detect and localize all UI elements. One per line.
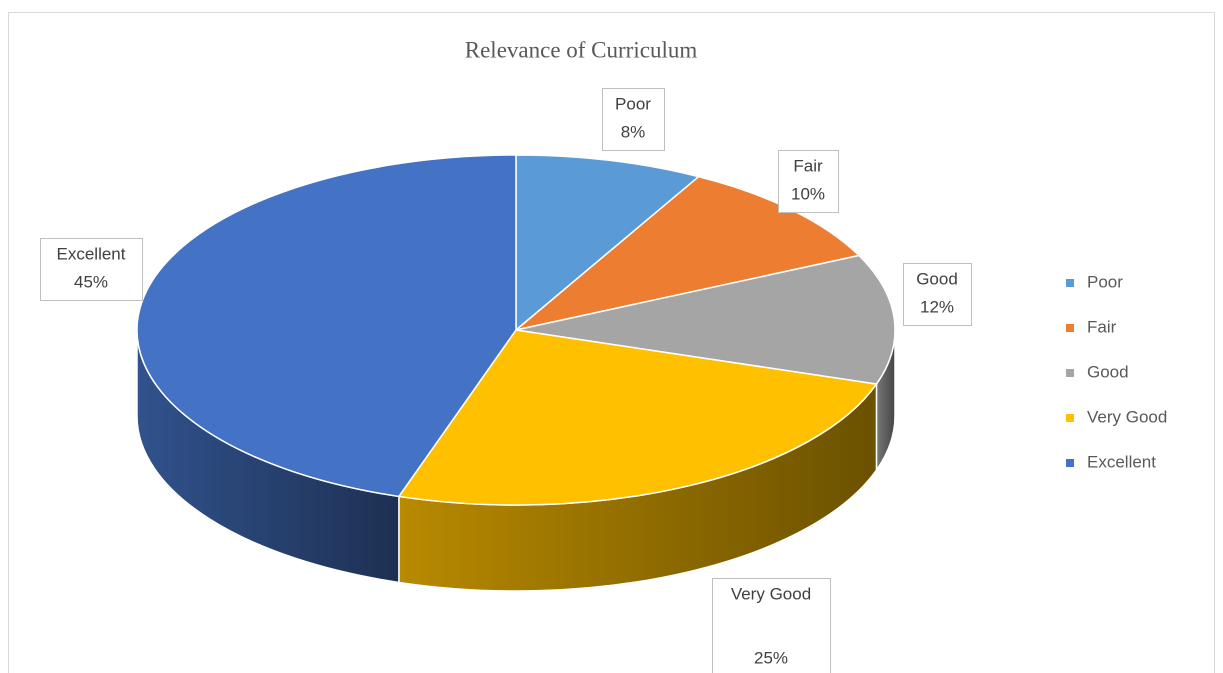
data-label-category: Very Good xyxy=(731,584,811,603)
data-label-value: 12% xyxy=(920,297,954,316)
legend-label: Very Good xyxy=(1087,407,1167,426)
slice xyxy=(397,329,878,506)
legend-label: Good xyxy=(1087,362,1129,381)
legend-swatch xyxy=(1066,414,1074,422)
chart-title: Relevance of Curriculum xyxy=(465,37,698,62)
data-label-value: 8% xyxy=(621,122,646,141)
slice xyxy=(136,154,517,498)
slice xyxy=(515,154,701,332)
legend-label: Excellent xyxy=(1087,452,1156,471)
legend-swatch xyxy=(1066,369,1074,377)
slice xyxy=(515,254,896,385)
data-label-box xyxy=(602,88,665,151)
legend-swatch xyxy=(1066,324,1074,332)
data-label-category: Fair xyxy=(793,156,823,175)
data-label-category: Good xyxy=(916,269,958,288)
data-label-value: 10% xyxy=(791,184,825,203)
data-label-box xyxy=(903,263,972,326)
legend-swatch xyxy=(1066,459,1074,467)
data-label-category: Excellent xyxy=(57,244,126,263)
data-label-category: Poor xyxy=(615,94,651,113)
data-label-value: 25% xyxy=(754,648,788,667)
legend-swatch xyxy=(1066,279,1074,287)
data-label-box xyxy=(40,238,143,301)
data-label-box xyxy=(778,150,839,213)
legend-label: Fair xyxy=(1087,317,1117,336)
legend-label: Poor xyxy=(1087,272,1123,291)
data-label-value: 45% xyxy=(74,272,108,291)
data-label-box xyxy=(712,578,831,673)
